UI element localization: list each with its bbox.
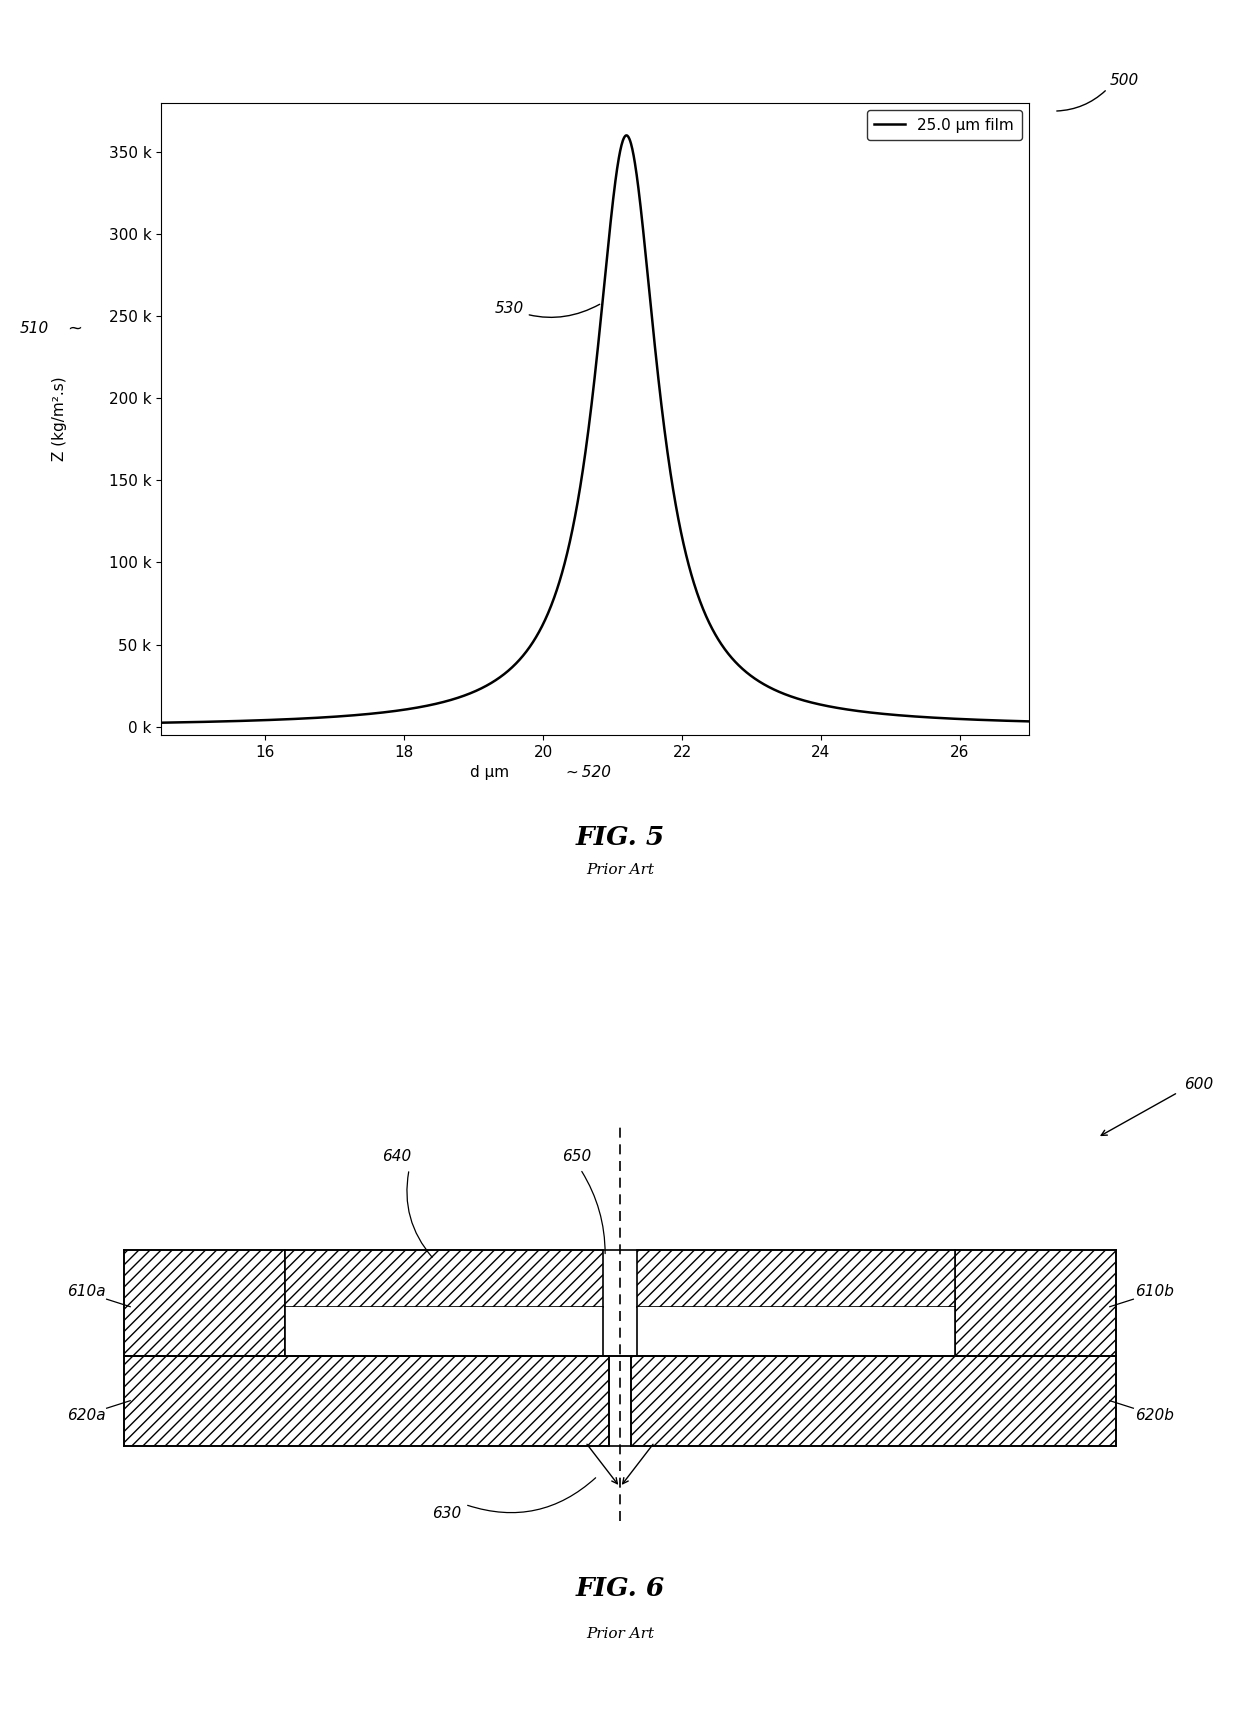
Legend: 25.0 μm film: 25.0 μm film [867,109,1022,140]
Bar [631,1355,1116,1446]
Bar [124,1355,609,1446]
Text: ~: ~ [67,320,82,337]
Text: 510: 510 [20,321,50,335]
Text: 650: 650 [562,1148,591,1164]
Bar [124,1251,285,1355]
Text: 610b: 610b [1135,1283,1173,1299]
Bar [285,1251,603,1307]
Text: 620b: 620b [1135,1408,1173,1424]
Text: 640: 640 [382,1148,412,1164]
Text: ~ 520: ~ 520 [567,766,611,779]
Text: Z (kg/m².s): Z (kg/m².s) [52,376,67,461]
Bar [955,1251,1116,1355]
Text: 500: 500 [1110,73,1140,89]
Bar [637,1251,955,1307]
Bar [285,1307,603,1355]
Text: 530: 530 [495,301,600,318]
Text: 620a: 620a [67,1408,105,1424]
Text: d μm: d μm [470,766,510,779]
Text: Prior Art: Prior Art [587,863,653,877]
Text: Prior Art: Prior Art [587,1627,653,1641]
Bar [637,1307,955,1355]
Text: FIG. 6: FIG. 6 [575,1576,665,1601]
Text: 630: 630 [432,1506,461,1521]
Text: 600: 600 [1184,1077,1214,1092]
Text: FIG. 5: FIG. 5 [575,825,665,849]
Text: 610a: 610a [67,1283,105,1299]
